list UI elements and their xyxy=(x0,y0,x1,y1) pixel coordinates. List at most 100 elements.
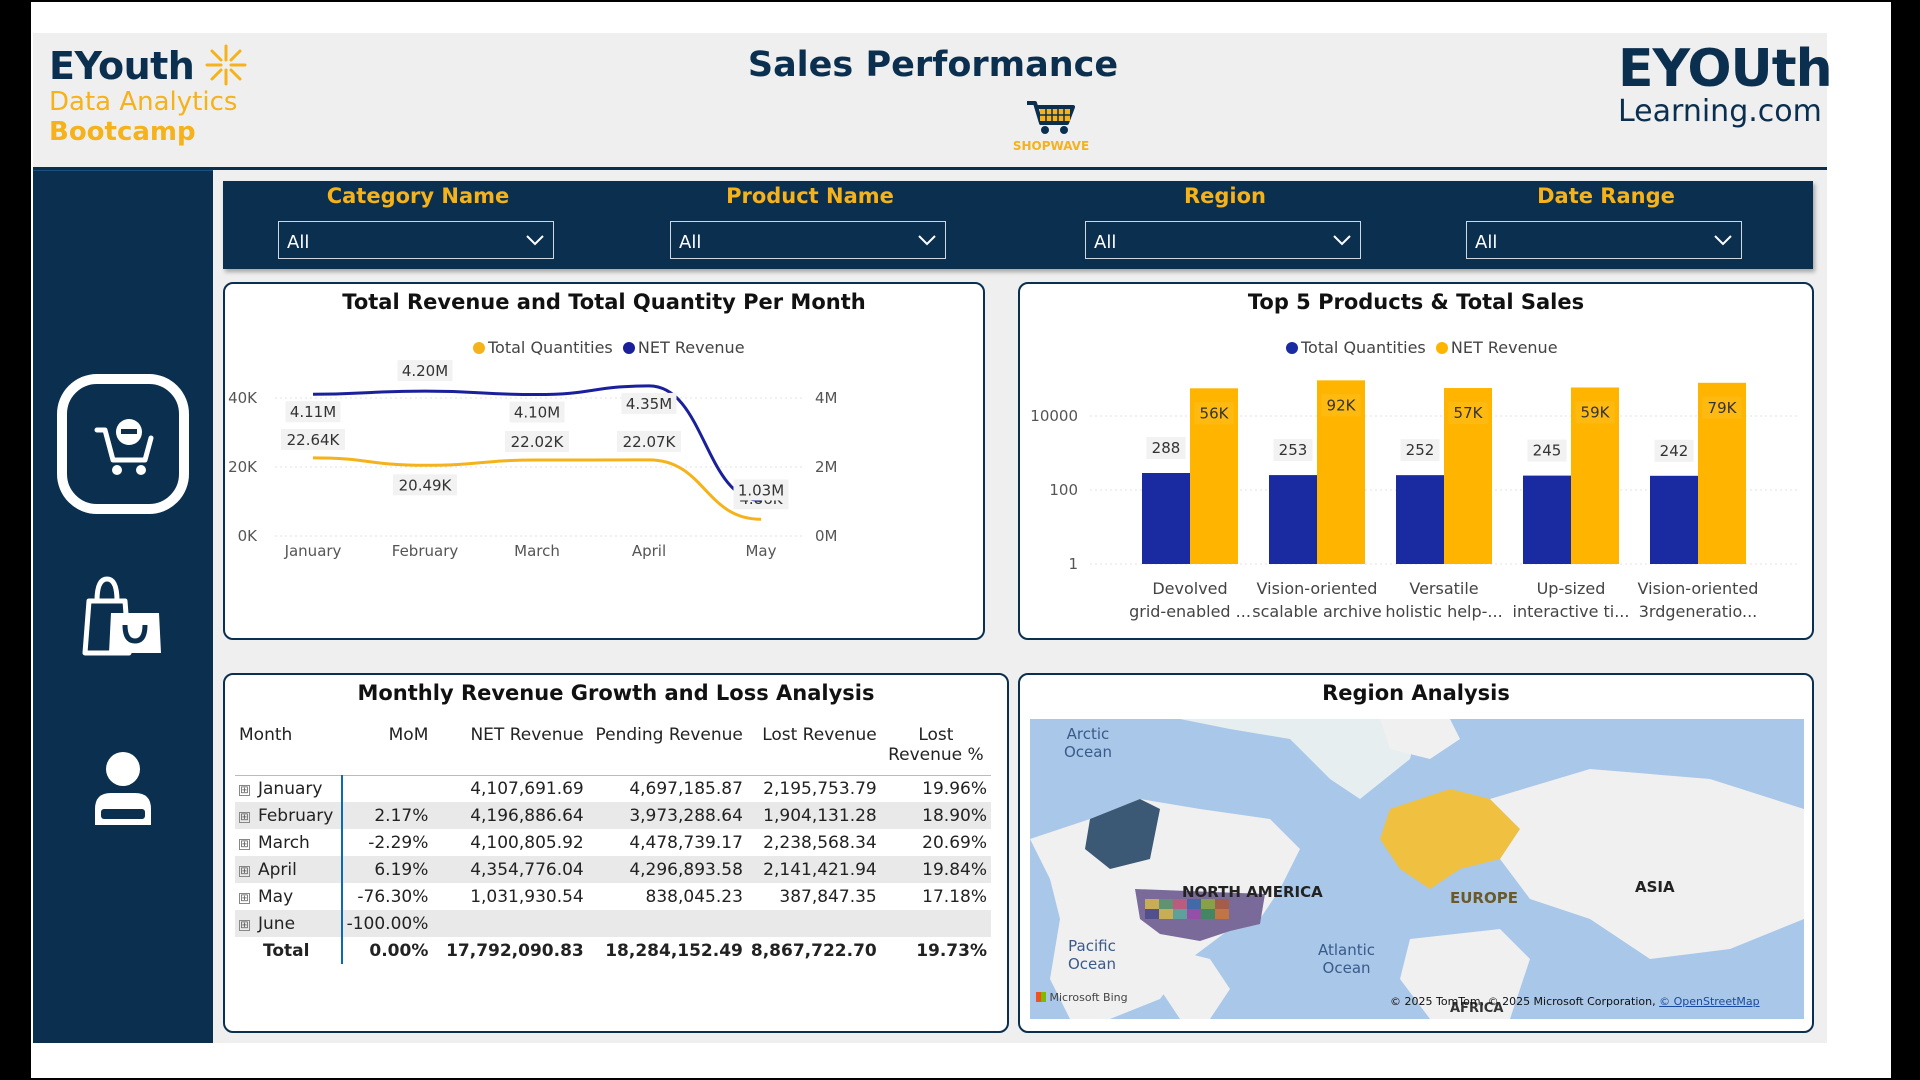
bar-chart: 1 100 10000 288 56K Devolved grid-enabled ... 2… xyxy=(1030,380,1800,621)
data-label-bg xyxy=(1194,402,1234,425)
col-lost-revenue[interactable]: Lost Revenue xyxy=(762,725,877,745)
filter-product: Product Name All xyxy=(670,181,950,259)
osm-link[interactable]: © OpenStreetMap xyxy=(1659,995,1760,1008)
x-tick-label: Vision-oriented xyxy=(1257,579,1378,598)
expand-icon[interactable]: ⊞ xyxy=(239,865,250,877)
cell-mom: -76.30% xyxy=(357,886,429,907)
data-label: 1.03M xyxy=(738,481,784,499)
eyouth-bootcamp-logo: EYouth Data Analytics Bootcamp xyxy=(49,44,247,145)
table-total-row: Total 0.00% 17,792,090.83 18,284,152.49 8,86… xyxy=(235,937,991,964)
x-tick-label: Vision-oriented xyxy=(1638,579,1759,598)
cell-lost-revenue xyxy=(746,910,881,937)
col-lost-revenue-pct[interactable]: Lost Revenue % xyxy=(888,725,984,765)
data-label-bg xyxy=(1702,396,1742,419)
shopwave-label: SHOPWAVE xyxy=(1012,139,1090,153)
cell-month-wrapper: ⊞ February xyxy=(235,802,343,829)
sidebar-item-sales[interactable] xyxy=(57,374,189,514)
x-tick-label: scalable archive xyxy=(1252,602,1381,621)
copyright-text: © 2025 TomTom, © 2025 Microsoft Corporat… xyxy=(1390,995,1656,1008)
data-label-bg xyxy=(1654,439,1694,462)
microsoft-logo-icon xyxy=(1036,992,1046,1002)
table-row[interactable]: ⊞ April 6.19% 4,354,776.04 4,296,893.58 2,141… xyxy=(235,856,991,883)
eyouth-learning-logo: EYOUth Learning.com xyxy=(1618,43,1833,127)
col-month[interactable]: Month xyxy=(239,725,293,745)
chevron-down-icon xyxy=(526,235,544,246)
data-label-bg xyxy=(509,401,565,423)
cell-mom: -2.29% xyxy=(368,832,429,853)
expand-icon[interactable]: ⊞ xyxy=(239,784,250,796)
data-label: 4.20M xyxy=(402,362,448,380)
data-label: 22.07K xyxy=(623,433,677,451)
header-divider xyxy=(33,167,1827,170)
col-net-revenue[interactable]: NET Revenue xyxy=(470,725,584,745)
expand-icon[interactable]: ⊞ xyxy=(239,892,250,904)
cell-month: March xyxy=(258,832,310,853)
data-label: 59K xyxy=(1581,403,1611,421)
product-dropdown[interactable]: All xyxy=(670,221,946,259)
expand-icon[interactable]: ⊞ xyxy=(239,838,250,850)
cell-pending-revenue: 3,973,288.64 xyxy=(587,802,747,829)
table-row[interactable]: ⊞ May -76.30% 1,031,930.54 838,045.23 387,847… xyxy=(235,883,991,910)
shopwave-logo: SHOPWAVE xyxy=(1011,97,1091,153)
product-dropdown-value: All xyxy=(679,232,702,253)
region-map[interactable]: Arctic Ocean NORTH AMERICA EUROPE ASIA P… xyxy=(1030,719,1804,1019)
data-label-bg xyxy=(281,428,345,450)
data-label: 22.02K xyxy=(511,433,565,451)
table-row[interactable]: ⊞ March -2.29% 4,100,805.92 4,478,739.17 2,23… xyxy=(235,829,991,856)
quantity-bar xyxy=(1650,475,1698,564)
data-label-bg xyxy=(621,392,677,414)
data-label: 253 xyxy=(1279,441,1308,459)
data-label: 57K xyxy=(1454,404,1484,422)
cell-lost-revenue-pct: 20.69% xyxy=(922,832,987,853)
cell-month: April xyxy=(258,859,297,880)
x-tick-label: February xyxy=(392,542,459,560)
shopping-bags-icon[interactable] xyxy=(81,573,165,657)
cell-lost-revenue-pct xyxy=(880,910,991,937)
cell-pending-revenue xyxy=(587,910,747,937)
legend-dot-revenue xyxy=(1435,342,1448,354)
data-label: 4.11M xyxy=(290,403,336,421)
cell-pending-revenue: 838,045.23 xyxy=(645,886,743,907)
table-row[interactable]: ⊞ June -100.00% xyxy=(235,910,991,937)
cell-month-wrapper: ⊞ April xyxy=(235,856,343,883)
map-label-europe: EUROPE xyxy=(1450,889,1518,907)
cell-mom: 2.17% xyxy=(341,802,433,829)
data-label: 4.35M xyxy=(626,395,672,413)
revenue-table: Month MoM NET Revenue Pending Revenue Lo… xyxy=(235,721,991,964)
expand-icon[interactable]: ⊞ xyxy=(239,811,250,823)
region-map-card: Region Analysis xyxy=(1018,673,1814,1033)
table-row[interactable]: ⊞ January 4,107,691.69 4,697,185.87 2,195,75… xyxy=(235,775,991,802)
col-mom[interactable]: MoM xyxy=(388,725,429,745)
world-map-shapes xyxy=(1030,719,1804,1019)
date-range-dropdown[interactable]: All xyxy=(1466,221,1742,259)
quantity-bar xyxy=(1523,475,1571,564)
region-dropdown[interactable]: All xyxy=(1085,221,1361,259)
filter-bar: Category Name All Product Name All Regio… xyxy=(223,181,1813,269)
filter-region-label: Region xyxy=(1183,184,1267,208)
user-icon[interactable] xyxy=(91,749,155,829)
cell-lost-revenue-pct: 18.90% xyxy=(880,802,991,829)
map-label-pacific: Pacific Ocean xyxy=(1068,937,1116,973)
col-pending-revenue[interactable]: Pending Revenue xyxy=(595,725,743,745)
y-tick: 100 xyxy=(1049,481,1078,499)
line-chart-card: Total Revenue and Total Quantity Per Mon… xyxy=(223,282,985,640)
cart-remove-icon xyxy=(94,419,154,475)
x-tick-label: March xyxy=(514,542,560,560)
cell-lost-revenue: 2,141,421.94 xyxy=(746,856,881,883)
chevron-down-icon xyxy=(918,235,936,246)
x-tick-label: Devolved xyxy=(1152,579,1227,598)
table-row[interactable]: ⊞ February 2.17% 4,196,886.64 3,973,288.64 1,… xyxy=(235,802,991,829)
expand-icon[interactable]: ⊞ xyxy=(239,919,250,931)
map-label-africa: AFRICA xyxy=(1450,1001,1504,1016)
data-label: 22.64K xyxy=(287,431,341,449)
data-label-bg xyxy=(285,401,341,423)
category-dropdown[interactable]: All xyxy=(278,221,554,259)
brand-left-line1: EYouth xyxy=(49,44,195,88)
total-pending-revenue: 18,284,152.49 xyxy=(605,940,743,961)
data-label: 242 xyxy=(1660,442,1689,460)
cell-lost-revenue: 2,238,568.34 xyxy=(763,832,877,853)
x-tick-label: holistic help-... xyxy=(1385,602,1502,621)
cell-month-wrapper: ⊞ March xyxy=(235,829,343,856)
cell-month: May xyxy=(258,886,294,907)
map-label-north-america: NORTH AMERICA xyxy=(1182,883,1323,901)
